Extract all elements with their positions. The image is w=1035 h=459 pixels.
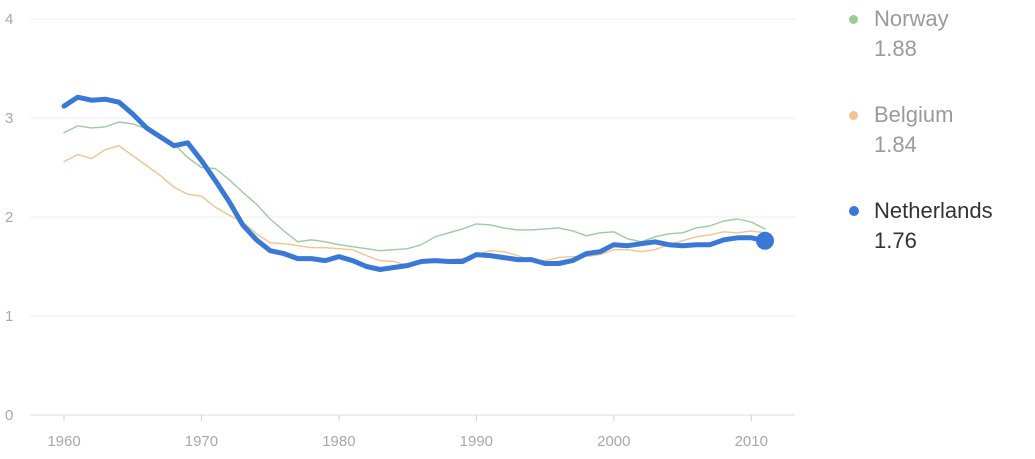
legend-value-belgium: 1.84 — [874, 132, 917, 157]
legend-label-norway: Norway — [874, 6, 949, 31]
series-endpoint-marker-netherlands[interactable] — [756, 231, 774, 250]
legend-dot-norway — [849, 15, 858, 24]
x-tick-label-1980: 1980 — [322, 433, 355, 450]
legend-label-belgium: Belgium — [874, 102, 954, 127]
series-line-belgium[interactable] — [63, 144, 766, 267]
legend-label-netherlands: Netherlands — [874, 198, 993, 223]
y-axis-ticks: 0 1 2 3 4 — [5, 11, 13, 424]
x-tick-label-1990: 1990 — [460, 433, 493, 450]
series-line-norway[interactable] — [63, 121, 766, 252]
gridlines — [30, 18, 795, 416]
y-tick-label-3: 3 — [5, 110, 13, 127]
series-line-netherlands[interactable] — [61, 94, 768, 272]
legend-value-netherlands: 1.76 — [874, 228, 917, 253]
x-axis-ticks: 1960 1970 1980 1990 2000 2010 — [47, 415, 768, 450]
x-tick-label-2000: 2000 — [597, 433, 630, 450]
legend: Norway 1.88 Belgium 1.84 Netherlands 1.7… — [848, 4, 1033, 292]
legend-value-norway: 1.88 — [874, 36, 917, 61]
y-tick-label-1: 1 — [5, 308, 13, 325]
y-tick-label-4: 4 — [5, 11, 13, 28]
x-tick-label-1970: 1970 — [185, 433, 218, 450]
x-tick-label-1960: 1960 — [47, 433, 80, 450]
legend-dot-belgium — [849, 111, 858, 120]
legend-item-netherlands[interactable]: Netherlands 1.76 — [848, 196, 1033, 256]
legend-item-norway[interactable]: Norway 1.88 — [848, 4, 1033, 64]
legend-dot-netherlands — [849, 206, 859, 216]
y-tick-label-0: 0 — [5, 407, 13, 424]
legend-item-belgium[interactable]: Belgium 1.84 — [848, 100, 1033, 160]
series-lines — [61, 94, 774, 272]
x-tick-label-2010: 2010 — [735, 433, 768, 450]
y-tick-label-2: 2 — [5, 209, 13, 226]
